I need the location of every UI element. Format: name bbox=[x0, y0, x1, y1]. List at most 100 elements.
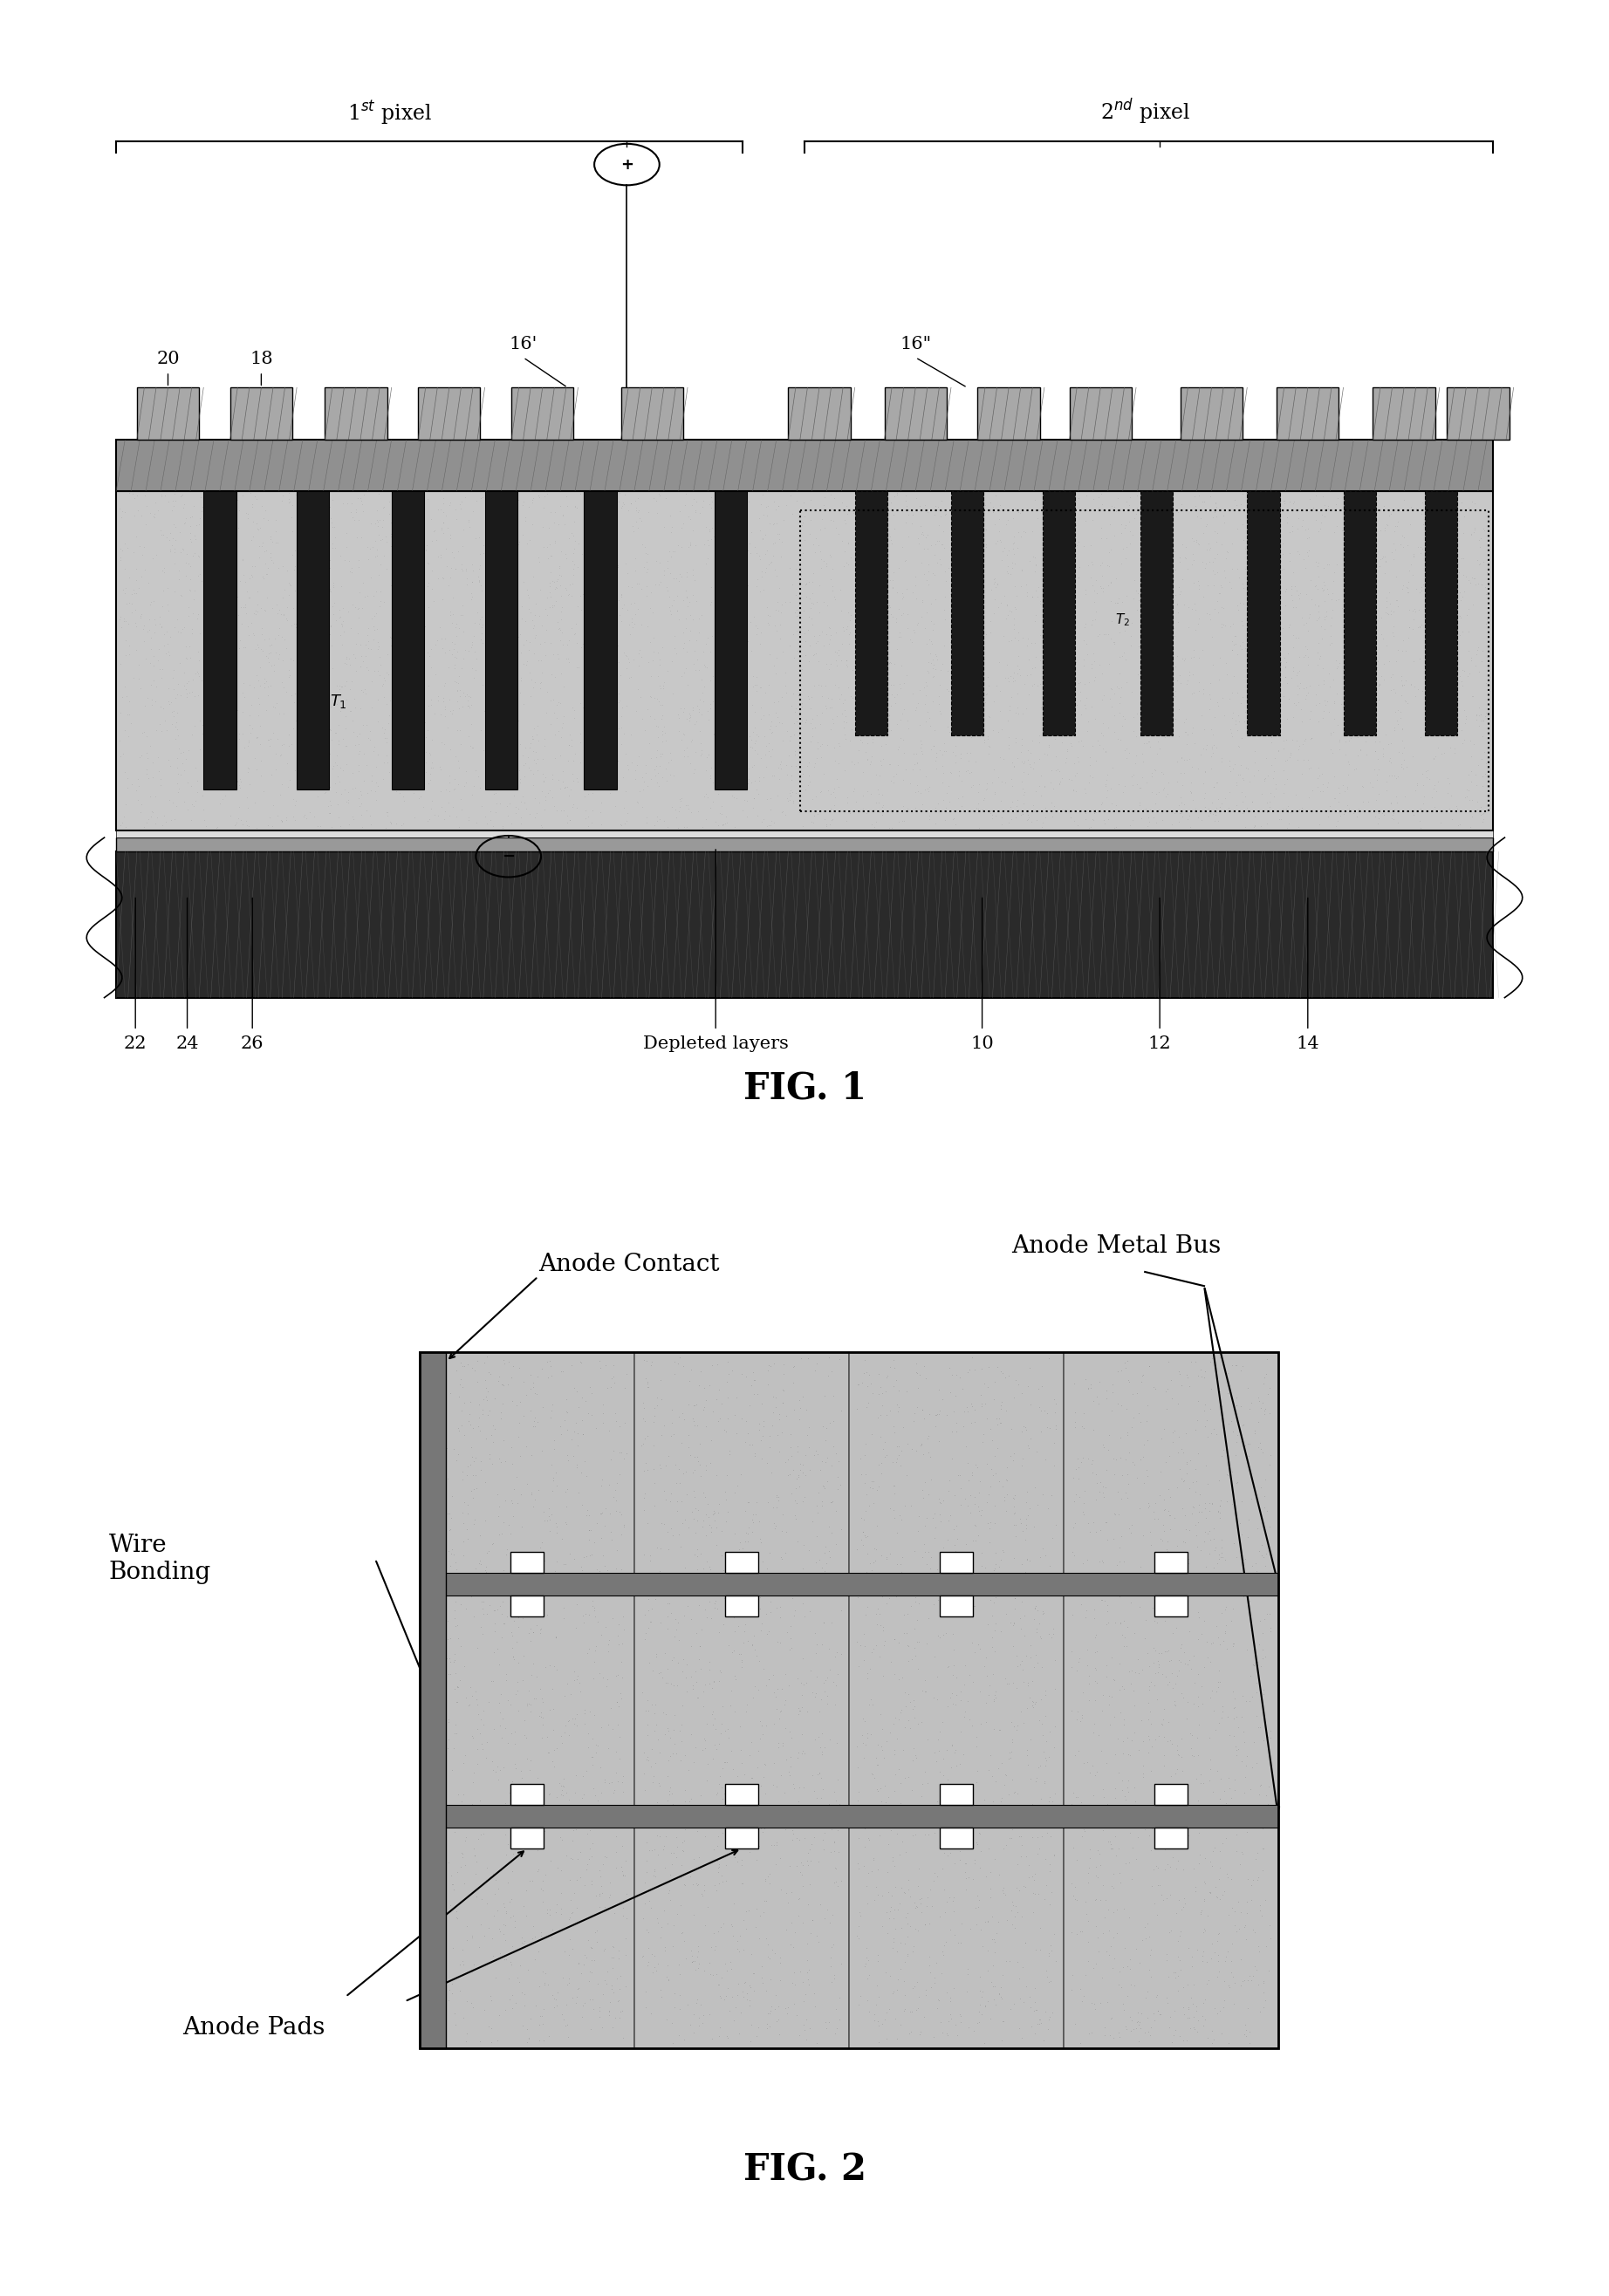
Point bbox=[513, 1871, 539, 1908]
Point bbox=[592, 1548, 618, 1584]
Point bbox=[1104, 668, 1130, 705]
Point bbox=[1471, 794, 1496, 831]
Point bbox=[296, 657, 322, 693]
Point bbox=[1189, 1892, 1215, 1929]
Point bbox=[1043, 1942, 1068, 1979]
Point bbox=[351, 735, 377, 771]
Point bbox=[471, 1991, 497, 2027]
Point bbox=[1035, 737, 1060, 774]
Point bbox=[1334, 769, 1360, 806]
Point bbox=[521, 1398, 547, 1435]
Point bbox=[415, 1589, 441, 1626]
Point bbox=[911, 1479, 936, 1515]
Point bbox=[764, 514, 790, 551]
Point bbox=[528, 1587, 553, 1623]
Point bbox=[901, 1534, 927, 1570]
Point bbox=[235, 723, 261, 760]
Point bbox=[499, 1483, 525, 1520]
Point bbox=[1212, 1614, 1237, 1651]
Point bbox=[953, 707, 978, 744]
Point bbox=[755, 588, 780, 625]
Point bbox=[246, 698, 272, 735]
Point bbox=[700, 682, 726, 719]
Point bbox=[426, 1942, 452, 1979]
Point bbox=[1128, 1364, 1154, 1401]
Text: 18: 18 bbox=[249, 351, 274, 367]
Point bbox=[705, 1495, 730, 1531]
Point bbox=[1234, 629, 1260, 666]
Point bbox=[1109, 1352, 1134, 1389]
Point bbox=[1171, 643, 1197, 680]
Point bbox=[792, 1736, 817, 1773]
Point bbox=[327, 590, 352, 627]
Point bbox=[793, 2000, 819, 2037]
Point bbox=[452, 1649, 478, 1685]
Point bbox=[589, 748, 615, 785]
Point bbox=[687, 1777, 713, 1814]
Point bbox=[1413, 629, 1438, 666]
Point bbox=[587, 1775, 613, 1812]
Point bbox=[1215, 2025, 1241, 2062]
Point bbox=[758, 792, 784, 829]
Point bbox=[224, 585, 249, 622]
Point bbox=[489, 1366, 515, 1403]
Point bbox=[462, 1506, 488, 1543]
Point bbox=[222, 526, 248, 563]
Point bbox=[179, 767, 204, 804]
Point bbox=[801, 636, 827, 673]
Point bbox=[1031, 769, 1057, 806]
Point bbox=[331, 668, 357, 705]
Point bbox=[1448, 484, 1474, 521]
Point bbox=[277, 565, 302, 602]
Point bbox=[1384, 778, 1409, 815]
Point bbox=[571, 677, 597, 714]
Point bbox=[1112, 732, 1138, 769]
Point bbox=[385, 689, 410, 726]
Point bbox=[274, 588, 299, 625]
Point bbox=[1191, 730, 1216, 767]
Point bbox=[903, 1584, 928, 1621]
Point bbox=[1046, 709, 1072, 746]
Point bbox=[1030, 494, 1056, 530]
Bar bbox=[726, 1828, 758, 1848]
Point bbox=[599, 659, 624, 696]
Point bbox=[1353, 723, 1379, 760]
Point bbox=[533, 1649, 558, 1685]
Point bbox=[1311, 611, 1337, 647]
Point bbox=[1329, 530, 1355, 567]
Point bbox=[912, 1508, 938, 1545]
Point bbox=[364, 765, 389, 801]
Point bbox=[1052, 677, 1078, 714]
Point bbox=[1229, 774, 1255, 810]
Point bbox=[163, 482, 188, 519]
Point bbox=[1310, 650, 1335, 687]
Point bbox=[545, 636, 571, 673]
Point bbox=[1165, 638, 1191, 675]
Point bbox=[769, 794, 795, 831]
Point bbox=[462, 767, 488, 804]
Point bbox=[1409, 673, 1435, 709]
Point bbox=[924, 544, 949, 581]
Point bbox=[645, 657, 671, 693]
Text: 16": 16" bbox=[899, 335, 932, 354]
Point bbox=[1015, 1497, 1041, 1534]
Point bbox=[1126, 769, 1152, 806]
Point bbox=[722, 1515, 748, 1552]
Point bbox=[1210, 1538, 1236, 1575]
Point bbox=[998, 592, 1023, 629]
Point bbox=[986, 714, 1012, 751]
Point bbox=[166, 613, 191, 650]
Point bbox=[270, 643, 296, 680]
Point bbox=[1009, 762, 1035, 799]
Point bbox=[1310, 765, 1335, 801]
Point bbox=[1044, 576, 1070, 613]
Point bbox=[525, 1853, 550, 1890]
Point bbox=[150, 689, 175, 726]
Point bbox=[822, 1637, 848, 1674]
Point bbox=[542, 1453, 568, 1490]
Point bbox=[494, 797, 520, 833]
Point bbox=[761, 1991, 787, 2027]
Point bbox=[1012, 1522, 1038, 1559]
Point bbox=[442, 1600, 468, 1637]
Point bbox=[793, 703, 819, 739]
